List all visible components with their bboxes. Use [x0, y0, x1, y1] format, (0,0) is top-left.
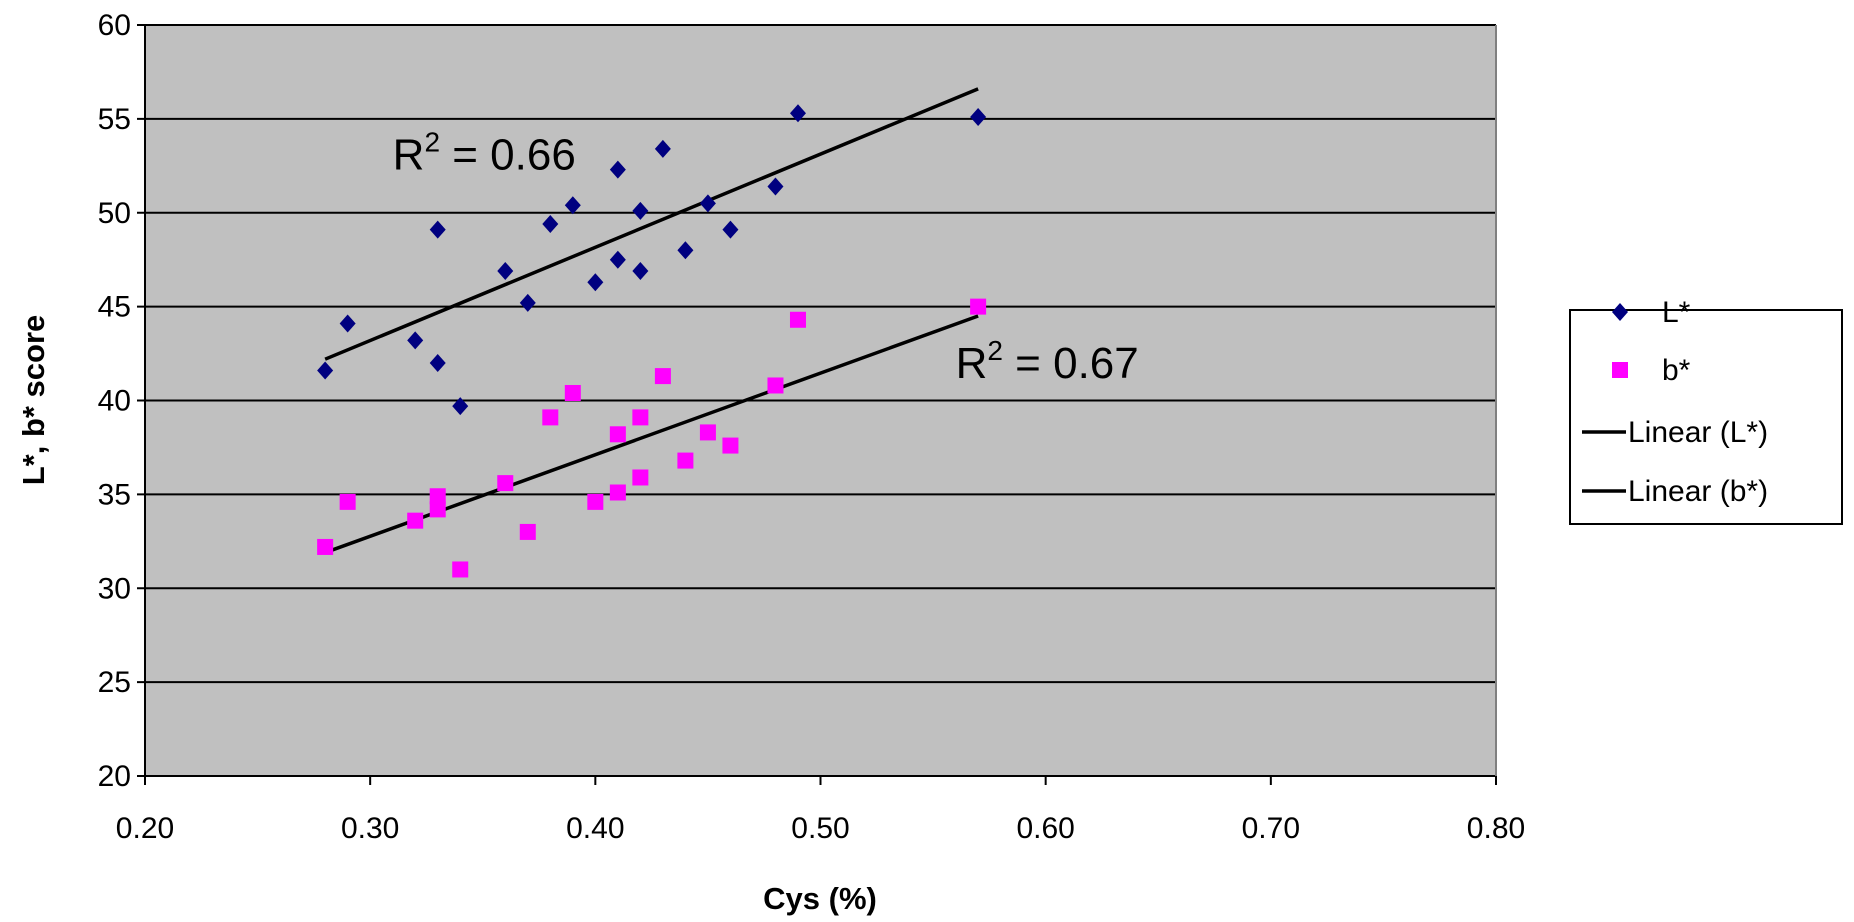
data-point-l-star	[519, 293, 536, 312]
data-point-b-star	[789, 311, 806, 328]
legend-label: b*	[1662, 354, 1691, 387]
y-tick-label: 25	[98, 666, 131, 699]
legend-label: Linear (L*)	[1628, 416, 1768, 449]
legend-diamond-icon	[1612, 303, 1628, 321]
data-point-l-star	[722, 220, 739, 239]
data-point-b-star	[519, 523, 536, 540]
data-point-l-star	[677, 241, 694, 260]
x-tick-label: 0.40	[566, 812, 624, 845]
x-tick-label: 0.60	[1016, 812, 1074, 845]
legend-box	[1569, 309, 1843, 525]
data-point-l-star	[632, 261, 649, 280]
legend-label: Linear (b*)	[1628, 475, 1768, 508]
legend-square-icon	[1612, 362, 1628, 378]
data-point-b-star	[564, 384, 581, 401]
data-point-l-star	[407, 331, 424, 350]
data-point-b-star	[542, 409, 559, 426]
x-axis-title: Cys (%)	[763, 881, 877, 916]
data-point-l-star	[970, 107, 987, 126]
data-point-l-star	[429, 220, 446, 239]
data-point-l-star	[654, 139, 671, 158]
legend-label: L*	[1662, 296, 1691, 329]
data-point-b-star	[767, 377, 784, 394]
data-point-l-star	[542, 215, 559, 234]
data-point-b-star	[632, 469, 649, 486]
data-point-l-star	[632, 201, 649, 220]
data-point-b-star	[632, 409, 649, 426]
x-tick-label: 0.30	[341, 812, 399, 845]
r-squared-label: R2 = 0.66	[393, 127, 576, 180]
data-point-l-star	[699, 194, 716, 213]
data-point-l-star	[339, 314, 356, 333]
trendline-l-star	[324, 87, 979, 361]
data-point-b-star	[317, 538, 334, 555]
y-tick-label: 55	[98, 103, 131, 136]
data-point-l-star	[564, 196, 581, 215]
r-squared-label: R2 = 0.67	[956, 335, 1139, 388]
y-tick-label: 20	[98, 760, 131, 793]
x-tick-label: 0.20	[116, 812, 174, 845]
data-point-b-star	[654, 368, 671, 385]
data-point-b-star	[452, 561, 469, 578]
data-point-b-star	[699, 424, 716, 441]
data-point-b-star	[722, 437, 739, 454]
gridlines	[145, 24, 1496, 684]
data-point-l-star	[767, 177, 784, 196]
data-point-l-star	[497, 261, 514, 280]
data-point-l-star	[609, 250, 626, 269]
data-point-b-star	[429, 501, 446, 518]
y-tick-label: 30	[98, 572, 131, 605]
data-point-l-star	[429, 353, 446, 372]
y-axis-title: L*, b* score	[16, 315, 51, 486]
data-point-l-star	[317, 361, 334, 380]
data-point-b-star	[609, 484, 626, 501]
x-tick-label: 0.70	[1242, 812, 1300, 845]
y-tick-label: 60	[98, 9, 131, 42]
x-tick-label: 0.50	[791, 812, 849, 845]
y-axis-ticks: 20 25 30 35 40 45 50 55 60	[98, 9, 145, 793]
data-point-b-star	[970, 298, 987, 315]
data-point-l-star	[609, 160, 626, 179]
y-tick-label: 35	[98, 478, 131, 511]
data-point-b-star	[677, 452, 694, 469]
data-point-l-star	[789, 104, 806, 123]
data-point-l-star	[587, 273, 604, 292]
series-layer	[317, 87, 987, 578]
y-tick-label: 40	[98, 385, 131, 418]
data-point-b-star	[587, 493, 604, 510]
data-point-l-star	[452, 397, 469, 416]
data-point-b-star	[609, 426, 626, 443]
legend: L* b* Linear (L*) Linear (b*)	[1569, 296, 1843, 525]
x-axis-ticks: 0.20 0.30 0.40 0.50 0.60 0.70 0.80	[116, 776, 1525, 845]
annotations: R2 = 0.66 R2 = 0.67	[393, 127, 1139, 388]
data-point-b-star	[407, 512, 424, 529]
data-point-b-star	[429, 488, 446, 505]
y-tick-label: 45	[98, 291, 131, 324]
y-tick-label: 50	[98, 197, 131, 230]
data-point-b-star	[497, 475, 514, 492]
data-point-b-star	[339, 493, 356, 510]
x-tick-label: 0.80	[1467, 812, 1525, 845]
